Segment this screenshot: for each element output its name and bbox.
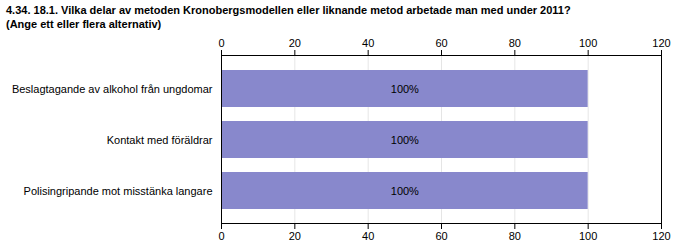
- svg-text:Beslagtagande av alkohol från: Beslagtagande av alkohol från ungdomar: [12, 83, 213, 95]
- svg-text:100%: 100%: [391, 134, 419, 146]
- svg-text:Kontakt med föräldrar: Kontakt med föräldrar: [107, 134, 213, 146]
- svg-text:60: 60: [435, 37, 447, 49]
- svg-text:20: 20: [289, 230, 301, 242]
- svg-text:20: 20: [289, 37, 301, 49]
- svg-text:120: 120: [652, 230, 670, 242]
- html-text:(Ange ett eller flera alternat: (Ange ett eller flera alternativ): [6, 18, 162, 30]
- svg-text:0: 0: [218, 230, 224, 242]
- svg-text:100: 100: [579, 37, 597, 49]
- svg-text:40: 40: [362, 230, 374, 242]
- svg-text:100%: 100%: [391, 185, 419, 197]
- svg-text:100%: 100%: [391, 83, 419, 95]
- svg-text:120: 120: [652, 37, 670, 49]
- svg-text:40: 40: [362, 37, 374, 49]
- svg-text:100: 100: [579, 230, 597, 242]
- svg-text:80: 80: [509, 37, 521, 49]
- html-text:4.34. 18.1. Vilka delar av met: 4.34. 18.1. Vilka delar av metoden Krono…: [6, 4, 571, 16]
- svg-text:0: 0: [218, 37, 224, 49]
- svg-text:80: 80: [509, 230, 521, 242]
- svg-text:60: 60: [435, 230, 447, 242]
- svg-text:Polisingripande mot misstänka: Polisingripande mot misstänka langare: [24, 185, 213, 197]
